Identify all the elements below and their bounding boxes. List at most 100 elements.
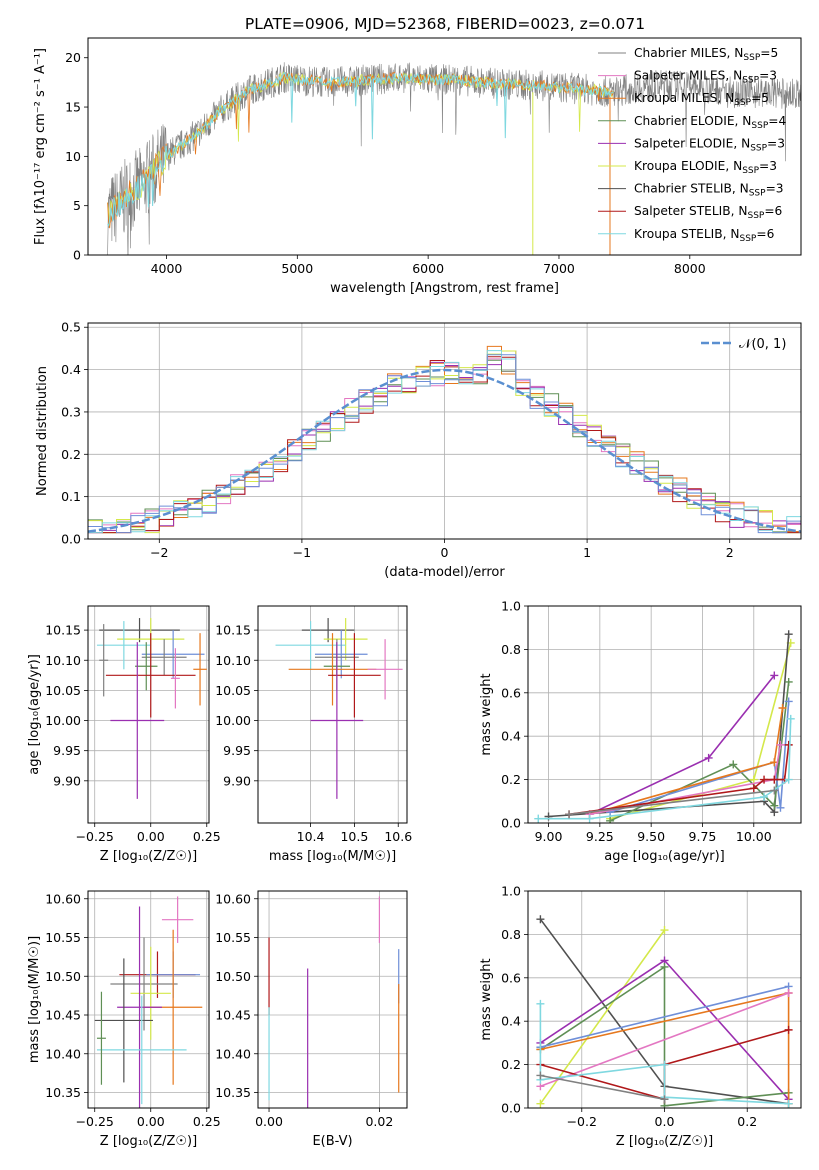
y-tick-label: 0.4 xyxy=(61,362,81,377)
weight-marker xyxy=(784,988,793,997)
axes-frame xyxy=(87,37,802,256)
y-tick-label: 9.90 xyxy=(223,773,251,788)
x-tick-label: 9.50 xyxy=(637,829,665,844)
weight-marker xyxy=(660,1095,669,1104)
figure-title: PLATE=0906, MJD=52368, FIBERID=0023, z=0… xyxy=(245,15,645,33)
x-tick-label: −2 xyxy=(150,545,168,560)
y-tick-label: 1.0 xyxy=(501,884,521,899)
legend-label: Kroupa STELIB, NSSP=6 xyxy=(634,227,774,244)
axes-frame xyxy=(257,605,408,824)
x-tick-label: 4000 xyxy=(151,261,183,276)
x-tick-label: 10.5 xyxy=(340,829,368,844)
y-tick-label: 10.00 xyxy=(215,713,251,728)
histogram-step xyxy=(88,354,801,534)
weight-marker xyxy=(784,1025,793,1034)
y-axis-label: age [log₁₀(age/yr)] xyxy=(27,654,42,775)
y-tick-label: 10.60 xyxy=(45,891,81,906)
x-tick-label: −0.25 xyxy=(76,829,114,844)
chart-spectrum: 4000 5000 6000 7000 8000 0 5 10 15 20 Chabrier MIL… xyxy=(33,37,802,296)
legend-label: Salpeter MILES, NSSP=3 xyxy=(634,69,777,86)
weight-line xyxy=(568,744,790,816)
weight-marker xyxy=(784,697,793,706)
legend-label: Chabrier STELIB, NSSP=3 xyxy=(634,182,784,199)
y-tick-label: 1.0 xyxy=(501,599,521,614)
weight-marker xyxy=(729,760,738,769)
y-tick-label: 0.0 xyxy=(501,816,521,831)
plot-area xyxy=(268,896,400,1108)
legend-label: Salpeter STELIB, NSSP=6 xyxy=(634,204,782,221)
weight-marker xyxy=(536,1099,545,1108)
plot-area xyxy=(94,896,203,1108)
y-tick-label: 0.2 xyxy=(61,447,81,462)
y-tick-label: 9.90 xyxy=(53,773,81,788)
weight-marker xyxy=(784,630,793,639)
y-tick-label: 10.50 xyxy=(45,969,81,984)
x-axis-label: E(B-V) xyxy=(312,1134,352,1149)
y-tick-label: 10.35 xyxy=(215,1085,251,1100)
chart-mass-vs-z: −0.25 0.00 0.25 10.35 10.40 10.45 10.50 10.55 10… xyxy=(27,890,221,1149)
x-axis-label: Z [log₁₀(Z/Z☉)] xyxy=(100,849,197,864)
x-tick-label: 9.00 xyxy=(535,829,563,844)
y-tick-label: 0.1 xyxy=(61,489,81,504)
legend-label: 𝒩(0, 1) xyxy=(739,337,786,352)
weight-line xyxy=(540,992,789,1088)
weight-marker xyxy=(704,753,713,762)
y-tick-label: 10 xyxy=(65,149,81,164)
chart-weight-vs-z: −0.2 0.0 0.2 0.0 0.2 0.4 0.6 0.8 1.0 Z [log₁₀(Z/Z… xyxy=(479,884,802,1149)
axes-frame xyxy=(527,890,802,1109)
x-tick-label: 0.25 xyxy=(193,829,221,844)
y-tick-label: 10.00 xyxy=(45,713,81,728)
weight-line xyxy=(539,965,789,1107)
y-tick-label: 10.15 xyxy=(215,623,251,638)
y-tick-label: 0.0 xyxy=(501,1101,521,1116)
weight-marker xyxy=(536,999,545,1008)
x-tick-label: 9.25 xyxy=(586,829,614,844)
spectrum-model-kroupa-stelib xyxy=(107,71,614,227)
x-tick-label: 0.25 xyxy=(193,1114,221,1129)
weight-marker xyxy=(565,810,574,819)
weight-marker xyxy=(660,962,669,971)
y-tick-label: 10.60 xyxy=(215,891,251,906)
x-tick-label: 10.4 xyxy=(297,829,325,844)
x-tick-label: 9.75 xyxy=(689,829,717,844)
x-tick-label: 10.00 xyxy=(736,829,772,844)
weight-marker xyxy=(536,915,545,924)
weight-line xyxy=(540,985,789,1048)
y-tick-label: 10.35 xyxy=(45,1085,81,1100)
y-tick-label: 0.0 xyxy=(61,532,81,547)
x-tick-label: 8000 xyxy=(674,261,706,276)
legend-label: Salpeter ELODIE, NSSP=3 xyxy=(634,136,785,153)
weight-line xyxy=(569,789,775,816)
weight-marker xyxy=(760,792,769,801)
weight-line xyxy=(548,634,790,818)
y-axis-label: mass [log₁₀(M/M☉)] xyxy=(27,936,42,1063)
chart-residual-hist: −2 −1 0 1 2 0.0 0.1 0.2 0.3 0.4 0.5 𝒩(0, 1) (data-mo… xyxy=(35,320,802,580)
axes-frame xyxy=(87,890,210,1109)
y-tick-label: 0.8 xyxy=(501,927,521,942)
x-tick-label: 2 xyxy=(726,545,734,560)
legend-label: Kroupa ELODIE, NSSP=3 xyxy=(634,159,777,176)
x-tick-label: 0.0 xyxy=(655,1114,675,1129)
weight-marker xyxy=(760,775,769,784)
x-axis-label: Z [log₁₀(Z/Z☉)] xyxy=(616,1134,713,1149)
chart-mass-vs-ebv: 0.00 0.02 10.35 10.40 10.45 10.50 10.55 10.60 E(… xyxy=(215,890,408,1149)
x-tick-label: 0.2 xyxy=(737,1114,757,1129)
weight-marker xyxy=(606,816,615,823)
legend-label: Chabrier ELODIE, NSSP=4 xyxy=(634,114,786,131)
x-tick-label: −0.2 xyxy=(567,1114,597,1129)
weight-marker xyxy=(770,671,779,680)
x-tick-label: 7000 xyxy=(543,261,575,276)
x-axis-label: Z [log₁₀(Z/Z☉)] xyxy=(100,1134,197,1149)
y-tick-label: 0 xyxy=(73,248,81,263)
x-tick-label: 0.02 xyxy=(365,1114,393,1129)
y-tick-label: 0.2 xyxy=(501,772,521,787)
y-tick-label: 10.45 xyxy=(215,1008,251,1023)
y-tick-label: 10.50 xyxy=(215,969,251,984)
plot-area xyxy=(536,915,793,1108)
weight-marker xyxy=(660,926,669,935)
y-tick-label: 15 xyxy=(65,100,81,115)
axes-frame xyxy=(257,890,408,1109)
y-tick-label: 10.55 xyxy=(45,930,81,945)
weight-marker xyxy=(770,801,779,810)
